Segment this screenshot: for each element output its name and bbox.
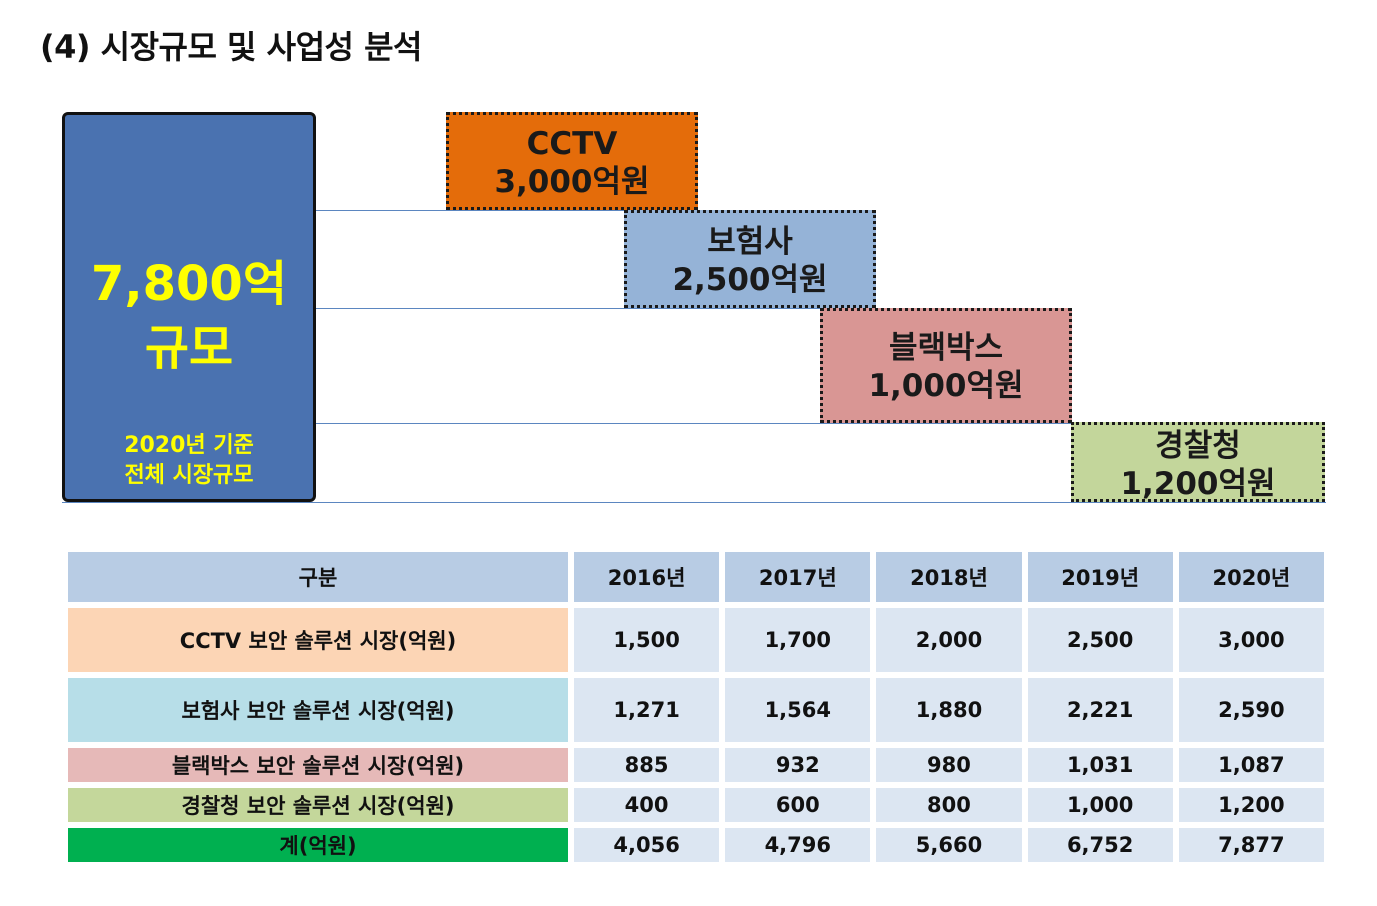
table-cell-value: 4,796 xyxy=(725,828,871,862)
total-market-caption-desc: 전체 시장규모 xyxy=(124,463,254,488)
table-row-label: 경찰청 보안 솔루션 시장(억원) xyxy=(68,788,568,822)
waterfall-segment-label: 보험사 xyxy=(707,224,793,260)
table-row-police: 경찰청 보안 솔루션 시장(억원) 400 600 800 1,000 1,200 xyxy=(68,788,1324,822)
table-row-label: 보험사 보안 솔루션 시장(억원) xyxy=(68,678,568,742)
total-market-value: 7,800억 xyxy=(91,256,287,312)
total-market-unit: 규모 xyxy=(144,320,234,376)
table-cell-value: 400 xyxy=(574,788,720,822)
table-header-year: 2020년 xyxy=(1178,552,1324,602)
waterfall-baseline xyxy=(62,502,1326,503)
table-header-year: 2019년 xyxy=(1027,552,1173,602)
table-cell-value: 1,564 xyxy=(725,678,871,742)
table-header-row: 구분 2016년 2017년 2018년 2019년 2020년 xyxy=(68,552,1324,602)
table-cell-value: 7,877 xyxy=(1178,828,1324,862)
waterfall-segment-value: 1,000억원 xyxy=(868,368,1024,404)
waterfall-segment-label: CCTV xyxy=(526,126,618,162)
table-row-total: 계(억원) 4,056 4,796 5,660 6,752 7,877 xyxy=(68,828,1324,862)
table-row-label: CCTV 보안 솔루션 시장(억원) xyxy=(68,608,568,672)
waterfall-segment-label: 경찰청 xyxy=(1155,428,1241,464)
table-cell-value: 932 xyxy=(725,748,871,782)
waterfall-segment-label: 블랙박스 xyxy=(888,330,1004,366)
table-cell-value: 1,200 xyxy=(1178,788,1324,822)
total-market-box: 7,800억 규모 2020년 기준 전체 시장규모 xyxy=(62,112,316,502)
waterfall-segment-cctv: CCTV 3,000억원 xyxy=(446,112,698,210)
waterfall-segment-value: 1,200억원 xyxy=(1120,466,1276,502)
waterfall-connector xyxy=(316,308,1072,309)
table-cell-value: 2,500 xyxy=(1027,608,1173,672)
page-title: (4) 시장규모 및 사업성 분석 xyxy=(40,28,422,66)
table-cell-value: 1,087 xyxy=(1178,748,1324,782)
table-cell-value: 1,000 xyxy=(1027,788,1173,822)
table-row-label: 계(억원) xyxy=(68,828,568,862)
waterfall-segment-value: 2,500억원 xyxy=(672,262,828,298)
table-row-cctv: CCTV 보안 솔루션 시장(억원) 1,500 1,700 2,000 2,500 3,… xyxy=(68,608,1324,672)
waterfall-connector xyxy=(316,210,624,211)
waterfall-segment-blackbox: 블랙박스 1,000억원 xyxy=(820,308,1072,423)
table-cell-value: 980 xyxy=(876,748,1022,782)
table-row-insurance: 보험사 보안 솔루션 시장(억원) 1,271 1,564 1,880 2,221 2,5… xyxy=(68,678,1324,742)
table-cell-value: 800 xyxy=(876,788,1022,822)
table-header-category: 구분 xyxy=(68,552,568,602)
table-cell-value: 885 xyxy=(574,748,720,782)
table-cell-value: 1,880 xyxy=(876,678,1022,742)
table-cell-value: 2,590 xyxy=(1178,678,1324,742)
table-header-year: 2017년 xyxy=(725,552,871,602)
table-cell-value: 6,752 xyxy=(1027,828,1173,862)
table-cell-value: 2,000 xyxy=(876,608,1022,672)
market-size-table: 구분 2016년 2017년 2018년 2019년 2020년 CCTV 보안… xyxy=(62,546,1330,868)
table-cell-value: 1,271 xyxy=(574,678,720,742)
table-cell-value: 1,500 xyxy=(574,608,720,672)
table-cell-value: 1,700 xyxy=(725,608,871,672)
waterfall-segment-value: 3,000억원 xyxy=(494,164,650,200)
table-row-blackbox: 블랙박스 보안 솔루션 시장(억원) 885 932 980 1,031 1,087 xyxy=(68,748,1324,782)
table-row-label: 블랙박스 보안 솔루션 시장(억원) xyxy=(68,748,568,782)
table-cell-value: 600 xyxy=(725,788,871,822)
table-cell-value: 5,660 xyxy=(876,828,1022,862)
waterfall-segment-police: 경찰청 1,200억원 xyxy=(1071,422,1325,502)
waterfall-connector xyxy=(316,423,1071,424)
table-header-year: 2016년 xyxy=(574,552,720,602)
table-cell-value: 4,056 xyxy=(574,828,720,862)
table-header-year: 2018년 xyxy=(876,552,1022,602)
total-market-caption-year: 2020년 기준 xyxy=(124,433,254,458)
table-cell-value: 2,221 xyxy=(1027,678,1173,742)
table-cell-value: 1,031 xyxy=(1027,748,1173,782)
table-cell-value: 3,000 xyxy=(1178,608,1324,672)
waterfall-segment-insurance: 보험사 2,500억원 xyxy=(624,210,876,308)
